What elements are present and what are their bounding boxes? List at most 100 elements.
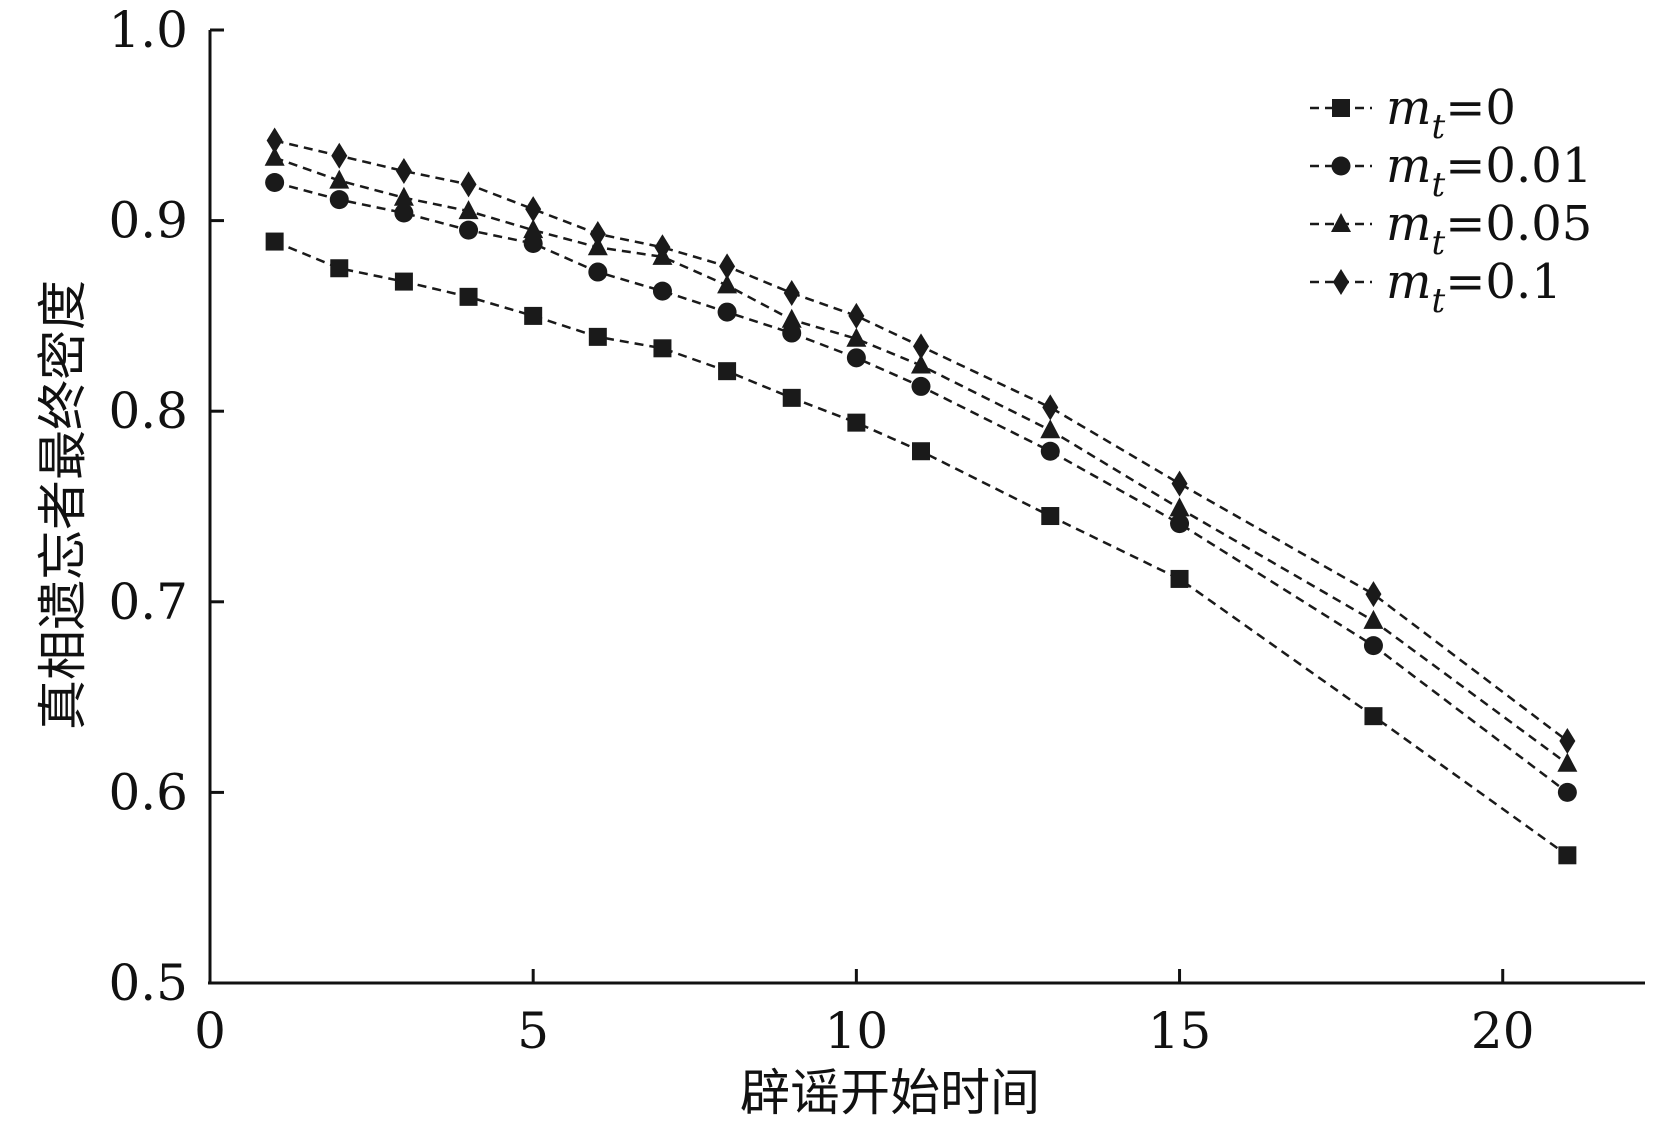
series-3 (266, 127, 1576, 754)
data-point (783, 280, 800, 307)
legend-eq: =0.05 (1445, 196, 1592, 252)
data-point (1363, 609, 1384, 629)
legend-item: mt=0.05 (1310, 196, 1592, 263)
data-point (589, 220, 606, 247)
series-2 (264, 146, 1578, 772)
data-point (1364, 707, 1383, 726)
data-point (654, 234, 671, 261)
legend-sub: t (1432, 281, 1446, 321)
legend-var: m (1386, 80, 1432, 136)
data-point (460, 171, 477, 198)
data-point (717, 302, 737, 322)
data-point (911, 376, 931, 396)
legend-marker (1331, 213, 1351, 232)
data-point (1559, 727, 1576, 754)
legend-sub: t (1432, 165, 1446, 205)
data-point (394, 272, 413, 291)
data-point (265, 232, 284, 251)
legend-item: mt=0.1 (1310, 254, 1562, 321)
y-tick-label: 1.0 (108, 1, 188, 59)
data-point (848, 302, 865, 329)
data-point (265, 172, 285, 192)
axes (208, 30, 1645, 985)
data-point (718, 362, 737, 381)
series-line (274, 181, 1569, 794)
data-point (523, 233, 543, 253)
series-1 (265, 172, 1577, 802)
data-point (1365, 581, 1382, 608)
legend-marker (1332, 99, 1350, 117)
data-point (393, 186, 414, 206)
legend-sub: t (1432, 107, 1446, 147)
data-point (523, 219, 544, 239)
data-point (846, 327, 867, 347)
data-point (331, 142, 348, 169)
legend-eq: =0 (1445, 80, 1516, 136)
data-point (911, 354, 931, 374)
data-point (264, 146, 285, 166)
data-point (1169, 497, 1190, 517)
data-point (781, 308, 802, 328)
data-point (394, 203, 414, 223)
legend-var: m (1386, 138, 1432, 194)
x-ticks: 0 5 10 15 20 (194, 969, 1535, 1060)
x-tick-label: 5 (517, 1002, 549, 1060)
data-point (912, 442, 930, 461)
data-point (1557, 782, 1577, 802)
data-point (1042, 394, 1059, 421)
legend-eq: =0.01 (1445, 138, 1592, 194)
data-point (524, 306, 543, 325)
y-tick-label: 0.9 (108, 192, 188, 250)
data-point (847, 413, 866, 432)
data-point (525, 196, 542, 223)
y-tick-label: 0.8 (108, 382, 188, 440)
data-point (588, 262, 608, 282)
y-axis-title: 真相遗忘者最终密度 (34, 280, 92, 730)
data-point (459, 287, 478, 306)
legend-item: mt=0 (1310, 80, 1516, 147)
x-axis-title: 辟谣开始时间 (740, 1064, 1040, 1122)
x-tick-label: 20 (1471, 1002, 1535, 1060)
data-point (717, 274, 738, 294)
data-point (588, 327, 607, 346)
data-point (1363, 636, 1383, 656)
data-point (1041, 507, 1060, 526)
legend-var: m (1386, 196, 1432, 252)
legend-var: m (1386, 254, 1432, 310)
data-point (652, 281, 672, 301)
y-tick-label: 0.7 (108, 573, 188, 631)
legend-label: mt=0.05 (1386, 196, 1592, 263)
data-point (1557, 752, 1578, 772)
legend-label: mt=0.01 (1386, 138, 1592, 205)
data-point (1171, 470, 1188, 497)
data-point (459, 220, 479, 240)
y-tick-label: 0.6 (108, 763, 188, 821)
data-point (913, 333, 929, 360)
data-point (719, 253, 736, 280)
x-tick-label: 0 (194, 1002, 226, 1060)
data-point (846, 348, 866, 368)
legend-label: mt=0.1 (1386, 254, 1562, 321)
y-tick-label: 0.5 (108, 954, 188, 1012)
data-point (330, 259, 349, 278)
series-line (274, 156, 1569, 765)
data-point (782, 388, 801, 407)
data-point (458, 200, 479, 220)
data-point (1170, 569, 1189, 588)
legend-eq: =0.1 (1445, 254, 1562, 310)
x-tick-label: 10 (825, 1002, 889, 1060)
data-point (1040, 419, 1061, 439)
data-point (653, 339, 672, 358)
data-point (329, 190, 349, 210)
legend-item: mt=0.01 (1310, 138, 1592, 205)
legend-label: mt=0 (1386, 80, 1516, 147)
x-tick-label: 15 (1148, 1002, 1212, 1060)
data-point (1558, 846, 1577, 865)
data-point (329, 169, 350, 189)
legend-sub: t (1432, 223, 1446, 263)
data-point (782, 323, 802, 343)
y-ticks: 0.5 0.6 0.7 0.8 0.9 1.0 (108, 1, 224, 1012)
data-point (266, 127, 283, 154)
